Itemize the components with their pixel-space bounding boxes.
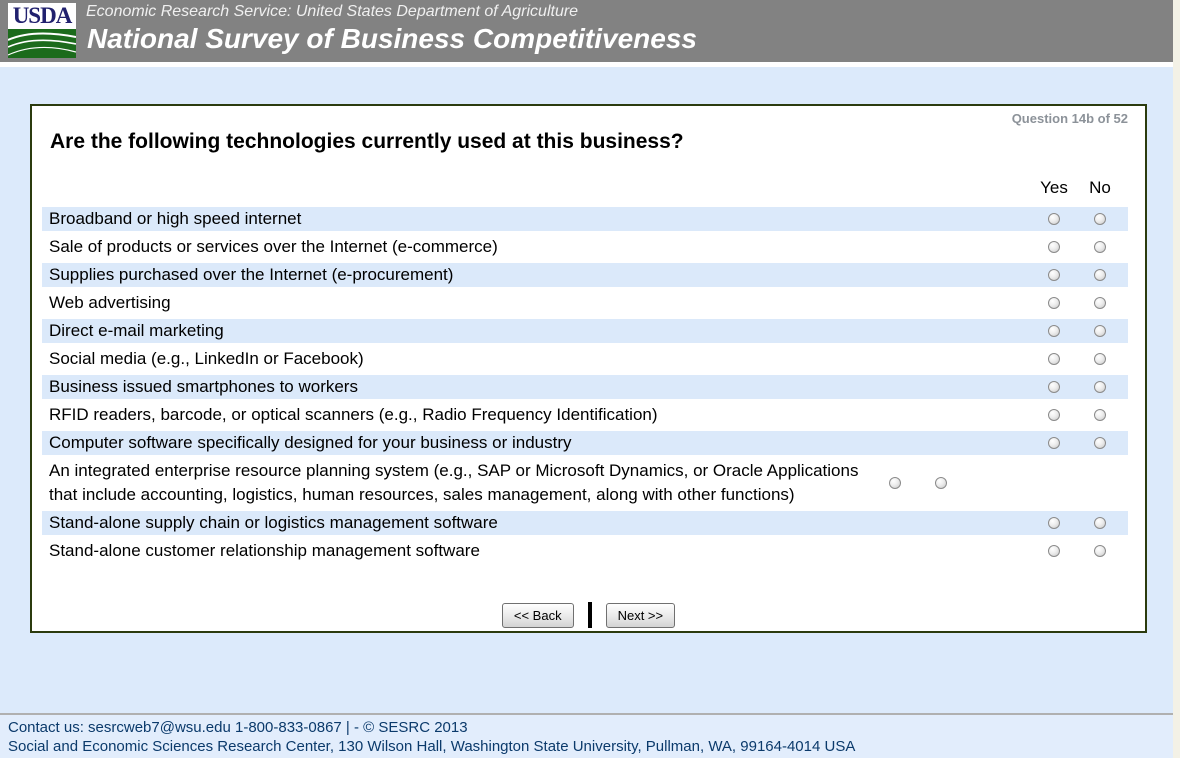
yes-radio[interactable]	[1048, 213, 1060, 225]
table-row: Sale of products or services over the In…	[42, 233, 1128, 261]
yes-radio[interactable]	[1048, 409, 1060, 421]
technology-label: Stand-alone customer relationship manage…	[49, 541, 480, 560]
yes-cell	[1031, 409, 1077, 421]
no-radio[interactable]	[1094, 517, 1106, 529]
table-row: Broadband or high speed internet	[42, 205, 1128, 233]
scrollbar-track[interactable]	[1173, 0, 1180, 758]
question-panel: Question 14b of 52 Are the following tec…	[30, 104, 1147, 633]
yes-radio[interactable]	[1048, 269, 1060, 281]
survey-title: National Survey of Business Competitiven…	[87, 23, 697, 54]
no-cell	[918, 477, 964, 489]
yes-cell	[1031, 437, 1077, 449]
next-button[interactable]: Next >>	[605, 602, 676, 628]
technology-label: Social media (e.g., LinkedIn or Facebook…	[49, 349, 364, 368]
technology-label: Direct e-mail marketing	[49, 321, 224, 340]
footer-address-line: Social and Economic Sciences Research Ce…	[8, 738, 856, 755]
yes-radio[interactable]	[1048, 353, 1060, 365]
table-row: Business issued smartphones to workers	[42, 373, 1128, 401]
technology-label: Business issued smartphones to workers	[49, 377, 358, 396]
yes-column-header: Yes	[1040, 178, 1068, 197]
no-radio[interactable]	[1094, 353, 1106, 365]
no-cell	[1077, 241, 1123, 253]
no-radio[interactable]	[935, 477, 947, 489]
no-cell	[1077, 409, 1123, 421]
no-cell	[1077, 437, 1123, 449]
yes-cell	[1031, 325, 1077, 337]
back-button[interactable]: << Back	[501, 602, 574, 628]
no-radio[interactable]	[1094, 381, 1106, 393]
technology-label: Sale of products or services over the In…	[49, 237, 498, 256]
yes-cell	[1031, 241, 1077, 253]
no-cell	[1077, 381, 1123, 393]
no-radio[interactable]	[1094, 213, 1106, 225]
usda-logo-wordmark: USDA	[12, 3, 73, 28]
answer-column-headers: Yes No	[42, 178, 1128, 198]
technology-label: Stand-alone supply chain or logistics ma…	[49, 513, 498, 532]
yes-radio[interactable]	[889, 477, 901, 489]
column-header-spacer	[42, 178, 1031, 198]
technology-label: Web advertising	[49, 293, 171, 312]
table-row: Web advertising	[42, 289, 1128, 317]
table-row: Computer software specifically designed …	[42, 429, 1128, 457]
yes-cell	[1031, 297, 1077, 309]
yes-cell	[1031, 545, 1077, 557]
yes-cell	[872, 477, 918, 489]
usda-logo: USDA	[8, 3, 76, 58]
table-row: RFID readers, barcode, or optical scanne…	[42, 401, 1128, 429]
no-radio[interactable]	[1094, 545, 1106, 557]
no-column-header: No	[1089, 178, 1111, 197]
yes-cell	[1031, 517, 1077, 529]
yes-radio[interactable]	[1048, 517, 1060, 529]
table-row: Stand-alone supply chain or logistics ma…	[42, 509, 1128, 537]
no-cell	[1077, 297, 1123, 309]
no-cell	[1077, 517, 1123, 529]
page-header: USDA Economic Research Service: United S…	[0, 0, 1180, 62]
no-radio[interactable]	[1094, 325, 1106, 337]
no-radio[interactable]	[1094, 297, 1106, 309]
footer-contact-line: Contact us: sesrcweb7@wsu.edu 1-800-833-…	[8, 719, 468, 736]
no-cell	[1077, 545, 1123, 557]
technology-label: An integrated enterprise resource planni…	[49, 461, 859, 504]
technology-label: Computer software specifically designed …	[49, 433, 572, 452]
no-cell	[1077, 325, 1123, 337]
usda-field-icon	[8, 29, 76, 58]
table-row: Supplies purchased over the Internet (e-…	[42, 261, 1128, 289]
no-radio[interactable]	[1094, 409, 1106, 421]
no-radio[interactable]	[1094, 437, 1106, 449]
technology-label: RFID readers, barcode, or optical scanne…	[49, 405, 658, 424]
no-cell	[1077, 269, 1123, 281]
yes-cell	[1031, 269, 1077, 281]
yes-radio[interactable]	[1048, 545, 1060, 557]
question-title: Are the following technologies currently…	[50, 130, 684, 153]
yes-radio[interactable]	[1048, 325, 1060, 337]
technology-label: Supplies purchased over the Internet (e-…	[49, 265, 454, 284]
agency-subtitle: Economic Research Service: United States…	[86, 3, 579, 20]
yes-cell	[1031, 213, 1077, 225]
header-divider	[0, 62, 1180, 67]
no-cell	[1077, 213, 1123, 225]
yes-radio[interactable]	[1048, 241, 1060, 253]
table-row: An integrated enterprise resource planni…	[42, 457, 1128, 509]
no-cell	[1077, 353, 1123, 365]
table-row: Stand-alone customer relationship manage…	[42, 537, 1128, 565]
yes-radio[interactable]	[1048, 381, 1060, 393]
yes-radio[interactable]	[1048, 437, 1060, 449]
button-separator	[587, 602, 592, 628]
technology-table: Broadband or high speed internet Sale of …	[42, 205, 1128, 565]
question-progress: Question 14b of 52	[1011, 111, 1128, 126]
page-footer: Contact us: sesrcweb7@wsu.edu 1-800-833-…	[0, 713, 1180, 758]
yes-cell	[1031, 381, 1077, 393]
navigation-buttons: << Back Next >>	[32, 602, 1145, 628]
yes-cell	[1031, 353, 1077, 365]
table-row: Direct e-mail marketing	[42, 317, 1128, 345]
yes-radio[interactable]	[1048, 297, 1060, 309]
no-radio[interactable]	[1094, 269, 1106, 281]
no-radio[interactable]	[1094, 241, 1106, 253]
table-row: Social media (e.g., LinkedIn or Facebook…	[42, 345, 1128, 373]
technology-label: Broadband or high speed internet	[49, 209, 302, 228]
